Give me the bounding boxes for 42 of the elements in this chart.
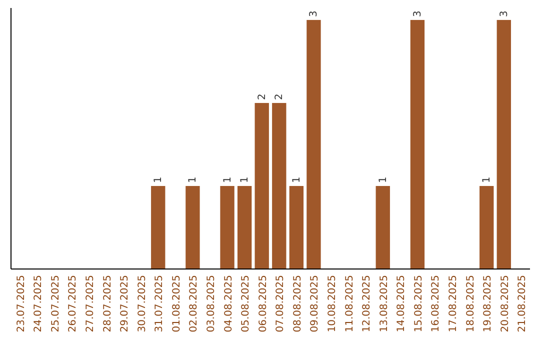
x-tick-label: 06.08.2025: [258, 275, 269, 332]
x-tick-label: 27.07.2025: [84, 275, 96, 332]
x-tick-label: 02.08.2025: [188, 275, 200, 332]
x-tick-label: 20.08.2025: [500, 275, 511, 332]
x-tick-label: 28.07.2025: [102, 275, 114, 332]
x-tick-label: 13.08.2025: [378, 275, 390, 332]
x-tick-label: 23.07.2025: [16, 275, 27, 332]
data-label: 1: [482, 176, 493, 183]
x-tick-label: 11.08.2025: [344, 275, 356, 332]
x-tick-label: 21.08.2025: [517, 275, 528, 332]
x-tick-label: 16.08.2025: [430, 275, 442, 332]
x-tick-label: 04.08.2025: [223, 275, 234, 332]
x-tick-label: 07.08.2025: [275, 275, 286, 332]
data-label: 1: [153, 176, 164, 183]
x-tick-label: 01.08.2025: [171, 275, 182, 332]
data-label: 1: [222, 176, 234, 183]
x-tick-label: 12.08.2025: [362, 275, 373, 332]
x-tick-label: 08.08.2025: [292, 275, 304, 332]
x-tick-label: 17.08.2025: [448, 275, 460, 332]
x-tick-label: 18.08.2025: [465, 275, 476, 332]
x-tick-label: 30.07.2025: [136, 275, 148, 332]
x-tick-label: 05.08.2025: [240, 275, 252, 332]
data-label: 2: [256, 94, 268, 100]
x-tick-label: 19.08.2025: [482, 275, 494, 332]
data-label: 1: [291, 176, 302, 183]
x-tick-label: 26.07.2025: [68, 275, 79, 332]
x-tick-label: 31.07.2025: [154, 275, 166, 332]
x-tick-label: 03.08.2025: [206, 275, 217, 332]
x-tick-label: 29.07.2025: [120, 275, 131, 332]
x-tick-label: 09.08.2025: [310, 275, 321, 332]
data-label: 3: [308, 10, 320, 17]
data-label: 1: [188, 176, 199, 183]
data-label: 3: [498, 10, 510, 17]
x-tick-label: 15.08.2025: [413, 275, 424, 332]
data-label: 3: [412, 10, 424, 17]
x-tick-label: 25.07.2025: [50, 275, 62, 332]
data-label: 1: [240, 176, 251, 183]
x-tick-label: 10.08.2025: [327, 275, 338, 332]
x-tick-label: 14.08.2025: [396, 275, 408, 332]
data-label: 1: [378, 176, 389, 183]
data-label: 2: [274, 94, 286, 100]
x-tick-label: 24.07.2025: [33, 275, 44, 332]
